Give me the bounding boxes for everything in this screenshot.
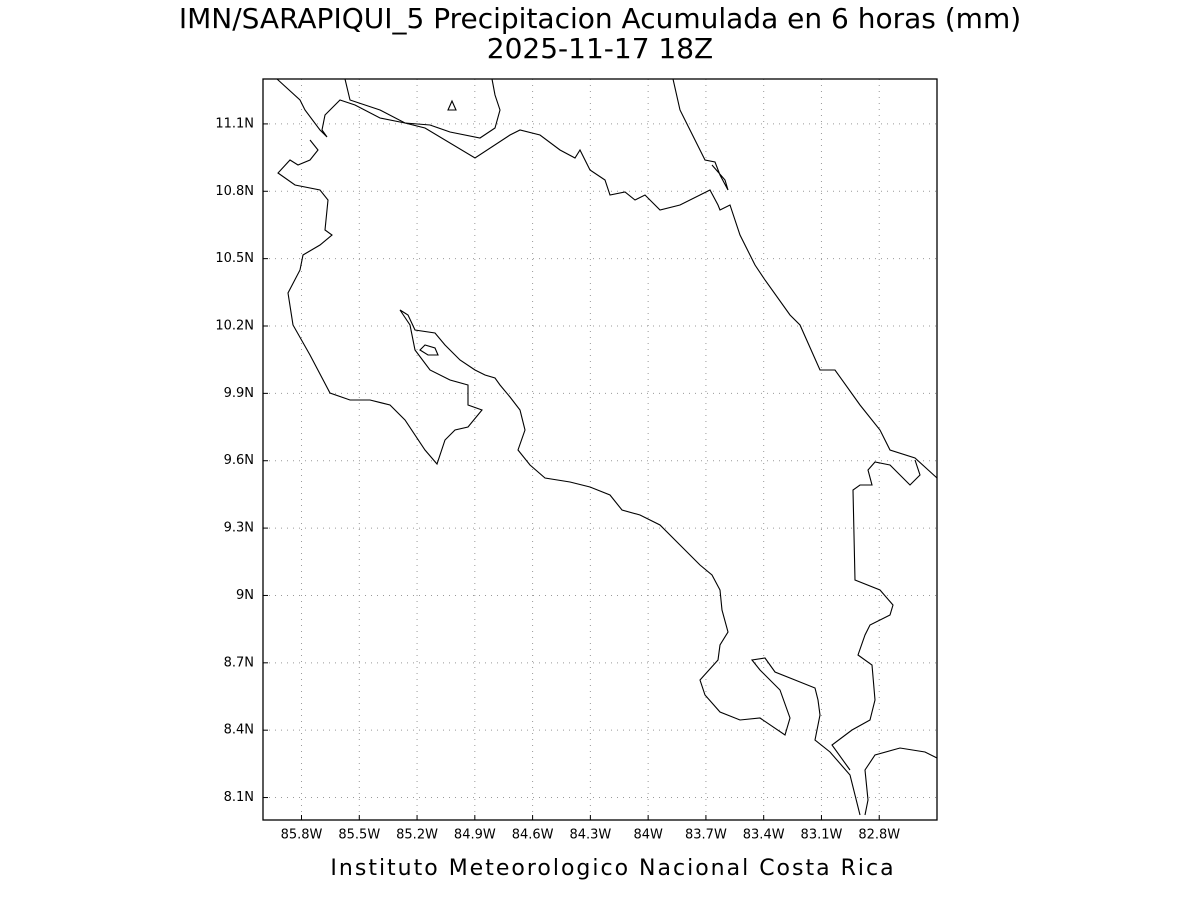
x-tick-label: 83.7W [685,828,727,843]
y-tick-label: 9.6N [224,453,254,468]
x-tick-label: 83.1W [801,828,843,843]
y-tick-label: 8.7N [224,655,254,670]
subtitle: 2025-11-17 18Z [487,32,713,65]
x-tick-label: 85.5W [338,828,380,843]
y-tick-label: 10.8N [215,184,254,199]
x-tick-label: 83.4W [743,828,785,843]
x-tick-label: 84.6W [512,828,554,843]
x-tick-label: 84.3W [569,828,611,843]
y-tick-label: 9N [236,588,254,603]
title: IMN/SARAPIQUI_5 Precipitacion Acumulada … [179,2,1021,35]
y-tick-label: 8.4N [224,723,254,738]
y-tick-label: 10.5N [215,251,254,266]
y-tick-label: 10.2N [215,319,254,334]
map-frame [262,78,938,821]
y-tick-label: 9.9N [224,386,254,401]
x-tick-label: 84W [633,828,663,843]
y-tick-label: 8.1N [224,790,254,805]
coastline [276,78,938,816]
x-tick-label: 85.2W [396,828,438,843]
x-tick-label: 85.8W [281,828,323,843]
x-tick-label: 82.8W [858,828,900,843]
y-tick-label: 11.1N [215,116,254,131]
x-tick-label: 84.9W [454,828,496,843]
y-tick-label: 9.3N [224,521,254,536]
footer: Instituto Meteorologico Nacional Costa R… [330,856,895,881]
